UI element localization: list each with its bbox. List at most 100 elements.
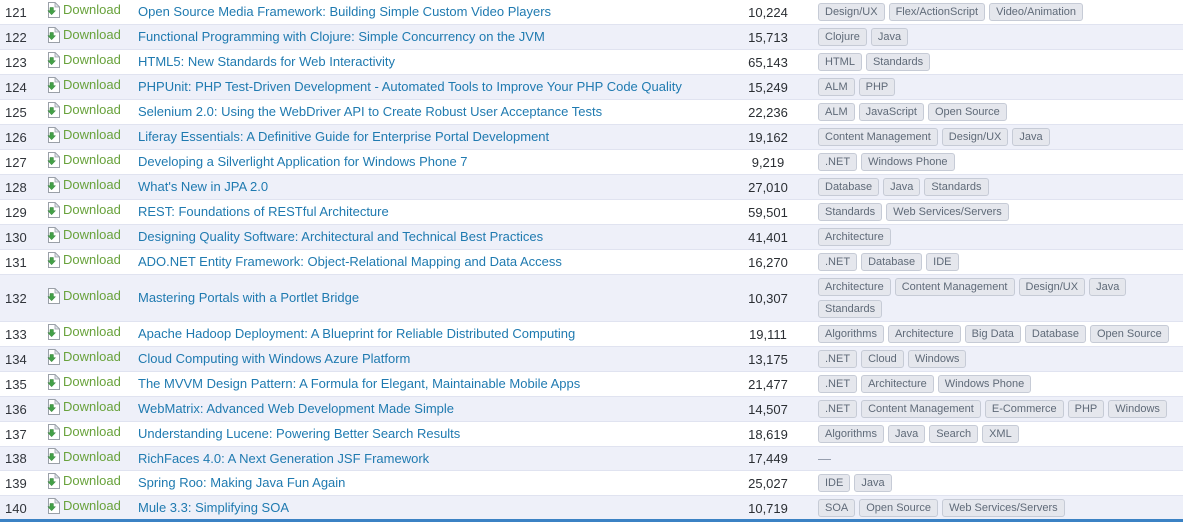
resource-title-link[interactable]: Open Source Media Framework: Building Si… [138,4,552,19]
download-link[interactable]: Download [46,398,121,415]
tag-pill[interactable]: Java [887,425,926,443]
tag-pill[interactable]: Video/Animation [989,3,1084,21]
resource-title-link[interactable]: Mastering Portals with a Portlet Bridge [138,290,360,305]
tag-pill[interactable]: Design/UX [818,3,885,21]
tag-pill[interactable]: Standards [865,53,931,71]
download-link[interactable]: Download [46,423,121,440]
tag-pill[interactable]: Architecture [818,278,891,296]
resource-title-link[interactable]: Mule 3.3: Simplifying SOA [138,500,290,515]
tag-pill[interactable]: JavaScript [858,103,924,121]
download-link[interactable]: Download [46,497,121,514]
tag-pill[interactable]: Cloud [861,350,904,368]
tag-pill[interactable]: .NET [818,153,858,171]
download-link[interactable]: Download [46,472,121,489]
tag-pill[interactable]: Standards [818,203,883,221]
resource-title-link[interactable]: Liferay Essentials: A Definitive Guide f… [138,129,550,144]
tag-pill[interactable]: .NET [818,253,858,271]
download-link[interactable]: Download [46,51,121,68]
tag-pill[interactable]: Open Source [1089,325,1169,343]
tag-pill[interactable]: Architecture [818,228,891,246]
tag-pill[interactable]: Java [1089,278,1127,296]
download-link[interactable]: Download [46,26,121,43]
download-link[interactable]: Download [46,176,121,193]
resource-title-link[interactable]: Understanding Lucene: Powering Better Se… [138,426,461,441]
row-number: 136 [5,401,27,417]
tag-pill[interactable]: Database [1024,325,1086,343]
tag-pill[interactable]: SOA [818,499,856,517]
download-link[interactable]: Download [46,101,121,118]
resource-title-link[interactable]: Spring Roo: Making Java Fun Again [138,475,346,490]
download-link[interactable]: Download [46,323,121,340]
tag-pill[interactable]: .NET [818,350,858,368]
tag-pill[interactable]: Web Services/Servers [886,203,1009,221]
resource-title-link[interactable]: Functional Programming with Clojure: Sim… [138,29,545,44]
tag-pill[interactable]: Java [870,28,909,46]
tag-pill[interactable]: Content Management [894,278,1015,296]
tag-pill[interactable]: Open Source [927,103,1007,121]
tag-pill[interactable]: Algorithms [818,425,884,443]
tag-pill[interactable]: ALM [818,78,855,96]
tag-pill[interactable]: Flex/ActionScript [888,3,986,21]
tag-pill[interactable]: Open Source [859,499,939,517]
download-link[interactable]: Download [46,287,121,304]
download-link[interactable]: Download [46,348,121,365]
resource-title-link[interactable]: REST: Foundations of RESTful Architectur… [138,204,389,219]
tag-pill[interactable]: Search [929,425,979,443]
tag-pill[interactable]: Content Management [818,128,938,146]
tag-pill[interactable]: Standards [924,178,989,196]
tag-pill[interactable]: Java [1012,128,1050,146]
tag-pill[interactable]: Windows Phone [937,375,1032,393]
download-link[interactable]: Download [46,1,121,18]
tag-pill[interactable]: PHP [858,78,896,96]
download-link[interactable]: Download [46,151,121,168]
tag-pill[interactable]: PHP [1067,400,1105,418]
tag-pill[interactable]: Architecture [887,325,961,343]
tag-pill[interactable]: Java [854,474,892,492]
download-link[interactable]: Download [46,201,121,218]
tag-pill[interactable]: IDE [926,253,959,271]
download-link[interactable]: Download [46,76,121,93]
tag-list: Clojure Java [818,25,1183,49]
tag-pill[interactable]: Database [818,178,880,196]
resource-title-link[interactable]: ADO.NET Entity Framework: Object-Relatio… [138,254,562,269]
download-link[interactable]: Download [46,226,121,243]
tag-pill[interactable]: Clojure [818,28,867,46]
resource-title-link[interactable]: Developing a Silverlight Application for… [138,154,468,169]
tag-pill[interactable]: Java [883,178,921,196]
tag-pill[interactable]: Content Management [861,400,981,418]
resource-title-link[interactable]: Apache Hadoop Deployment: A Blueprint fo… [138,326,576,341]
tag-pill[interactable]: Database [861,253,923,271]
tag-pill[interactable]: Web Services/Servers [942,499,1065,517]
resource-title-link[interactable]: The MVVM Design Pattern: A Formula for E… [138,376,581,391]
tag-pill[interactable]: Windows [907,350,967,368]
tag-pill[interactable]: Algorithms [818,325,884,343]
tag-pill[interactable]: HTML [818,53,862,71]
tag-pill[interactable]: Big Data [964,325,1021,343]
download-link[interactable]: Download [46,448,121,464]
tag-pill[interactable]: IDE [818,474,851,492]
resource-title-link[interactable]: Designing Quality Software: Architectura… [138,229,544,244]
resource-title-link[interactable]: WebMatrix: Advanced Web Development Made… [138,401,455,416]
resource-title-link[interactable]: Selenium 2.0: Using the WebDriver API to… [138,104,603,119]
tag-pill[interactable]: Windows Phone [861,153,955,171]
tag-pill[interactable]: .NET [818,400,858,418]
tag-pill[interactable]: Design/UX [941,128,1009,146]
resource-title-link[interactable]: HTML5: New Standards for Web Interactivi… [138,54,395,69]
download-link[interactable]: Download [46,251,121,268]
tag-pill[interactable]: ALM [818,103,855,121]
tag-pill[interactable]: .NET [818,375,858,393]
tag-pill[interactable]: Windows [1108,400,1167,418]
tag-pill[interactable]: Design/UX [1018,278,1086,296]
download-link[interactable]: Download [46,373,121,390]
tag-pill[interactable]: E-Commerce [984,400,1064,418]
download-link-label: Download [63,152,121,167]
resource-title-link[interactable]: PHPUnit: PHP Test-Driven Development - A… [138,79,682,94]
tag-pill[interactable]: Architecture [861,375,934,393]
resource-title-link[interactable]: RichFaces 4.0: A Next Generation JSF Fra… [138,450,430,466]
tag-pill[interactable]: Standards [818,300,883,318]
resource-title-link[interactable]: What's New in JPA 2.0 [138,179,269,194]
tag-pill[interactable]: XML [982,425,1019,443]
download-link[interactable]: Download [46,126,121,143]
download-file-icon [46,448,60,464]
resource-title-link[interactable]: Cloud Computing with Windows Azure Platf… [138,351,411,366]
